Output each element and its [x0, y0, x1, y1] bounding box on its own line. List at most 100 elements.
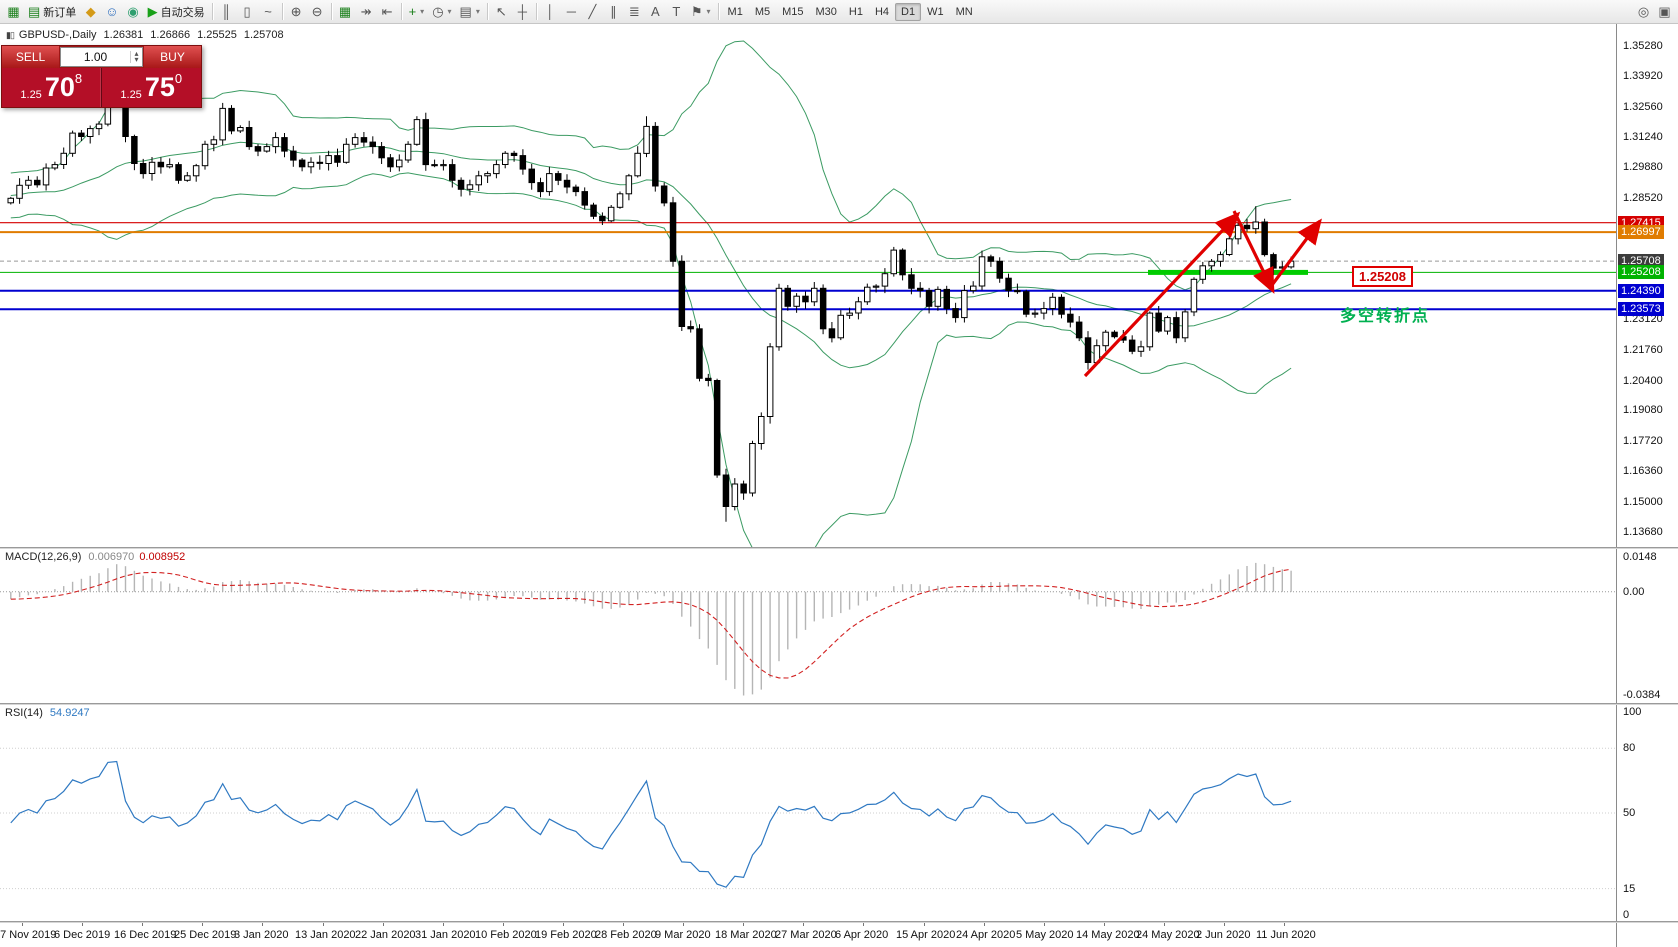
time-axis[interactable]: 27 Nov 2019 6 Dec 2019 16 Dec 2019 25 Dec 2… — [0, 923, 1616, 947]
line-chart-icon: ~ — [264, 4, 272, 19]
trend-arrow-1[interactable] — [1083, 211, 1241, 378]
fibonacci-button[interactable]: ≣ — [624, 2, 645, 22]
date-label: 27 Nov 2019 — [0, 929, 57, 941]
date-tick — [22, 923, 23, 926]
price-axis-marker: 1.23573 — [1618, 302, 1664, 316]
bollinger-middle-band[interactable] — [10, 141, 1292, 369]
rsi-line[interactable] — [10, 760, 1292, 888]
arrows-icon: ⚑ — [690, 4, 703, 19]
crosshair-button[interactable]: ┼ — [512, 2, 533, 22]
arrows-button[interactable]: ⚑ ▾ — [687, 2, 715, 22]
volume-field[interactable]: 1.00 ▴ ▾ — [60, 47, 143, 67]
community-button[interactable]: ☺ — [101, 2, 122, 22]
price-axis-label: 1.28520 — [1623, 192, 1663, 204]
date-label: 31 Jan 2020 — [415, 929, 476, 941]
market-button[interactable]: ◉ — [123, 2, 144, 22]
pane-separator[interactable] — [0, 921, 1678, 923]
text-button[interactable]: A — [645, 2, 666, 22]
macd-pane[interactable]: MACD(12,26,9) 0.006970 0.008952 — [0, 549, 1616, 703]
equidistant-channel-button[interactable]: ∥ — [603, 2, 624, 22]
zoom-in-icon: ⊕ — [290, 4, 302, 19]
date-tick — [202, 923, 203, 926]
trend-arrow-2[interactable] — [1232, 210, 1275, 294]
timeframe-m30-button[interactable]: M30 — [815, 5, 837, 18]
candlestick-chart-button[interactable]: ▯ — [237, 2, 258, 22]
trendline-button[interactable]: ╱ — [582, 2, 603, 22]
line-chart-button[interactable]: ~ — [258, 2, 279, 22]
spin-up-icon[interactable]: ▴ — [134, 49, 139, 58]
auto-scroll-button[interactable]: ↠ — [356, 2, 377, 22]
vertical-line-button[interactable]: │ — [540, 2, 561, 22]
main-chart-pane[interactable]: ▮▯ GBPUSD-,Daily 1.26381 1.26866 1.25525… — [0, 24, 1616, 547]
sell-price[interactable]: 1.25 70 8 — [2, 68, 102, 107]
rsi-axis-label: 80 — [1623, 742, 1636, 754]
timeframe-m15-button[interactable]: M15 — [782, 5, 804, 18]
date-tick — [323, 923, 324, 926]
zoom-in-button[interactable]: ⊕ — [286, 2, 307, 22]
crosshair-icon: ┼ — [517, 4, 527, 19]
rsi-axis-label: 15 — [1623, 883, 1636, 895]
support-highlight-segment[interactable] — [1148, 269, 1308, 275]
turning-point-annotation[interactable]: 多空转折点 — [1340, 308, 1431, 325]
date-tick — [443, 923, 444, 926]
layout-button[interactable]: ▣ — [1654, 2, 1675, 22]
toolbar-right: ◎ ▣ — [1633, 2, 1675, 22]
search-icon: ◎ — [1637, 4, 1650, 19]
sell-button[interactable]: SELL — [2, 46, 59, 68]
price-callout[interactable]: 1.25208 — [1352, 266, 1413, 287]
macd-signal-value: 0.008952 — [139, 551, 186, 563]
periods-button[interactable]: ◷ ▾ — [428, 2, 455, 22]
autotrading-label: 自动交易 — [160, 6, 205, 19]
trend-arrow-3[interactable] — [1267, 218, 1322, 290]
new-order-button[interactable]: ▤ 新订单 — [24, 2, 80, 22]
date-label: 28 Feb 2020 — [595, 929, 657, 941]
macd-name: MACD(12,26,9) — [5, 551, 82, 563]
buy-button[interactable]: BUY — [144, 46, 201, 68]
chevron-down-icon: ▾ — [420, 7, 425, 16]
macd-signal-line[interactable] — [10, 568, 1292, 679]
cursor-button[interactable]: ↖ — [491, 2, 512, 22]
new-chart-button[interactable]: ▦ — [3, 2, 24, 22]
bollinger-upper-band[interactable] — [10, 40, 1292, 291]
date-tick — [1104, 923, 1105, 926]
autotrading-button[interactable]: ▶ 自动交易 — [144, 2, 209, 22]
quotes-button[interactable]: ◆ — [80, 2, 101, 22]
zoom-out-button[interactable]: ⊖ — [307, 2, 328, 22]
toolbar-separator — [400, 3, 402, 20]
date-label: 13 Jan 2020 — [295, 929, 356, 941]
pane-separator[interactable] — [0, 703, 1678, 705]
text-icon: A — [651, 4, 660, 19]
bar-chart-button[interactable]: ║ — [216, 2, 237, 22]
rsi-chart[interactable] — [0, 705, 1616, 921]
date-tick — [1284, 923, 1285, 926]
timeframe-w1-button[interactable]: W1 — [927, 5, 944, 18]
volume-spinner[interactable]: ▴ ▾ — [130, 49, 142, 64]
timeframe-h1-button[interactable]: H1 — [848, 5, 863, 18]
timeframe-d1-button[interactable]: D1 — [895, 2, 922, 21]
timeframe-mn-button[interactable]: MN — [955, 5, 973, 18]
candlestick-chart[interactable] — [0, 24, 1616, 547]
templates-icon: ▤ — [459, 4, 472, 19]
text-label-button[interactable]: T — [666, 2, 687, 22]
autotrading-icon: ▶ — [147, 4, 158, 19]
timeframe-m1-button[interactable]: M1 — [727, 5, 743, 18]
timeframe-h4-button[interactable]: H4 — [874, 5, 890, 18]
pane-separator[interactable] — [0, 547, 1678, 549]
indicators-button[interactable]: + ▾ — [405, 2, 429, 22]
templates-button[interactable]: ▤ ▾ — [456, 2, 484, 22]
toolbar-separator — [211, 3, 213, 20]
rsi-pane[interactable]: RSI(14) 54.9247 — [0, 705, 1616, 921]
buy-price[interactable]: 1.25 75 0 — [102, 68, 202, 107]
chart-grid-icon: ▦ — [338, 4, 352, 19]
toolbar-separator — [281, 3, 283, 20]
spin-down-icon[interactable]: ▾ — [134, 55, 139, 64]
chart-grid-button[interactable]: ▦ — [335, 2, 356, 22]
timeframe-m5-button[interactable]: M5 — [754, 5, 771, 18]
horizontal-line-button[interactable]: ─ — [561, 2, 582, 22]
one-click-trading-panel: SELL 1.00 ▴ ▾ BUY 1.25 70 8 1.25 75 0 — [1, 45, 202, 108]
price-axis[interactable]: 1.35280 1.33920 1.32560 1.31240 1.29880 1.285… — [1616, 24, 1678, 947]
rsi-axis-label: 0 — [1623, 909, 1630, 921]
macd-chart[interactable] — [0, 549, 1616, 703]
search-button[interactable]: ◎ — [1633, 2, 1654, 22]
chart-shift-button[interactable]: ⇤ — [377, 2, 398, 22]
